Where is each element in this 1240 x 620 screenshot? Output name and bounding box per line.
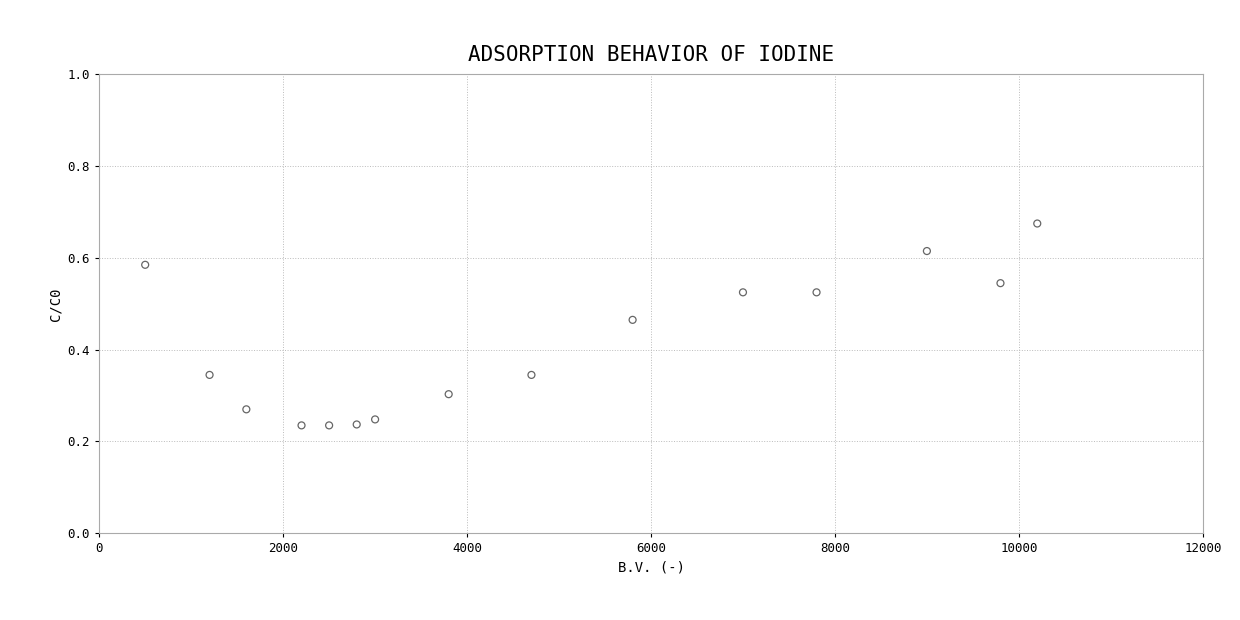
Point (916, 246, 937, 256)
Point (622, 315, 642, 325)
Point (135, 260, 155, 270)
Point (439, 389, 459, 399)
Point (1027, 218, 1047, 228)
X-axis label: B.V. (-): B.V. (-) (618, 560, 684, 575)
Point (291, 420, 311, 430)
Y-axis label: C/C0: C/C0 (48, 287, 62, 321)
Title: ADSORPTION BEHAVIOR OF IODINE: ADSORPTION BEHAVIOR OF IODINE (467, 45, 835, 64)
Point (200, 370, 219, 380)
Point (806, 288, 826, 298)
Point (991, 278, 1011, 288)
Point (237, 404, 257, 414)
Point (733, 288, 753, 298)
Point (347, 420, 367, 430)
Point (319, 420, 339, 430)
Point (522, 370, 542, 380)
Point (365, 414, 384, 424)
